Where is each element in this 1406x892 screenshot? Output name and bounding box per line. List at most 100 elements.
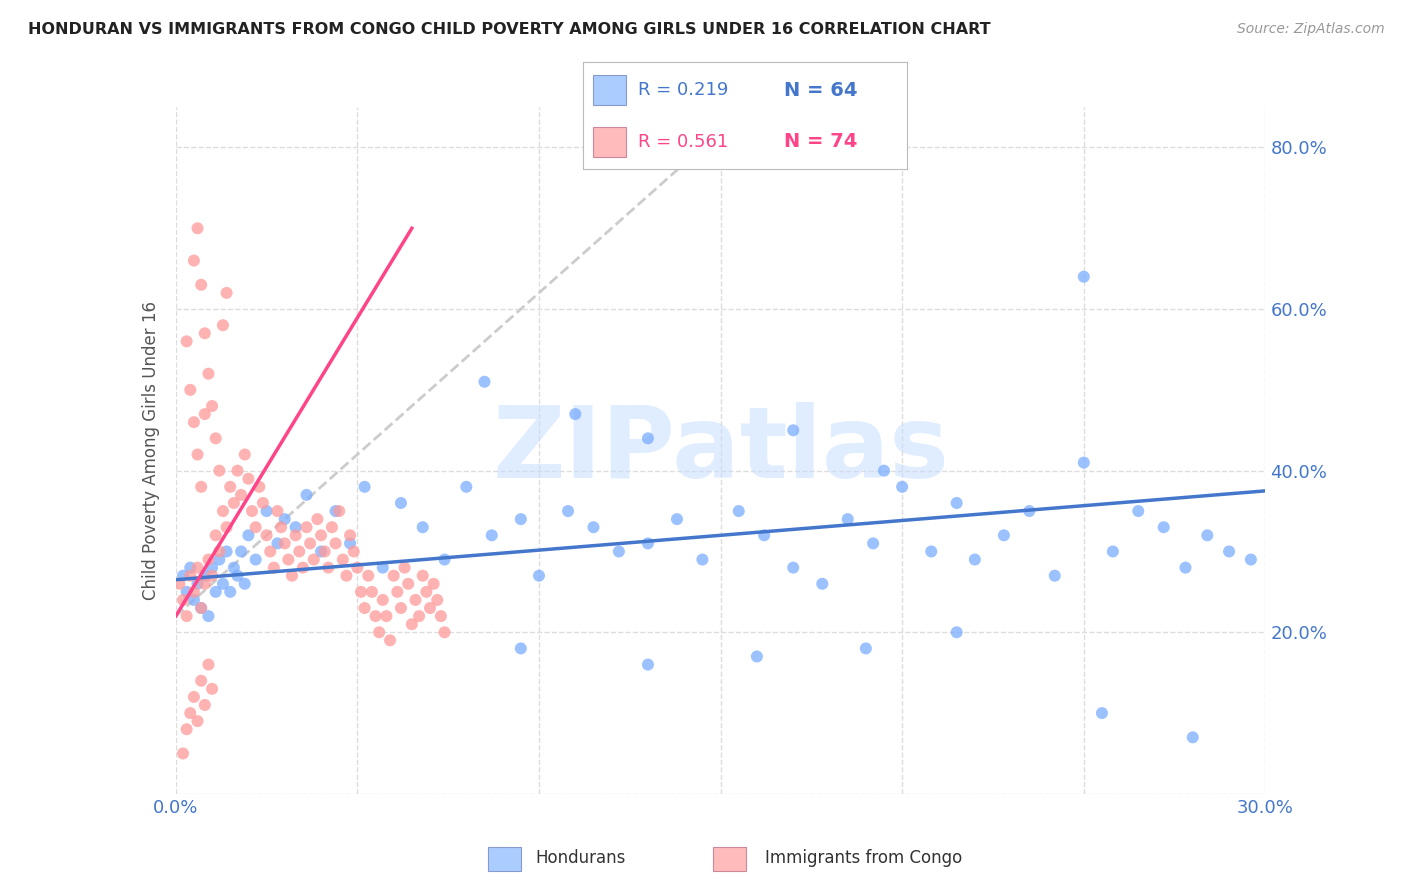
Point [637, 657, 659, 672]
Point [291, 560, 314, 574]
Point [343, 544, 366, 558]
Point [226, 568, 249, 582]
Point [433, 625, 456, 640]
Point [197, 657, 219, 672]
Point [186, 576, 209, 591]
Point [201, 681, 224, 696]
Point [426, 593, 449, 607]
Point [197, 552, 219, 566]
Point [607, 544, 630, 558]
Point [368, 625, 391, 640]
Point [873, 464, 896, 478]
Point [325, 536, 347, 550]
Point [204, 528, 226, 542]
Point [309, 528, 332, 542]
Point [252, 496, 274, 510]
Point [415, 585, 437, 599]
Point [212, 576, 235, 591]
Point [295, 520, 318, 534]
Point [176, 334, 198, 349]
Point [183, 690, 205, 704]
Point [371, 560, 394, 574]
Point [1073, 456, 1095, 470]
Point [1153, 520, 1175, 534]
Point [197, 609, 219, 624]
Point [256, 528, 278, 542]
Point [183, 585, 205, 599]
Point [222, 560, 245, 574]
Point [190, 480, 212, 494]
Point [754, 528, 776, 542]
Point [727, 504, 749, 518]
Point [197, 367, 219, 381]
Point [295, 488, 318, 502]
Point [208, 464, 231, 478]
Point [481, 528, 503, 542]
Point [1174, 560, 1197, 574]
Point [233, 576, 256, 591]
Point [321, 520, 343, 534]
Point [375, 609, 398, 624]
Point [201, 560, 224, 574]
Point [201, 568, 224, 582]
Point [920, 544, 942, 558]
Y-axis label: Child Poverty Among Girls Under 16: Child Poverty Among Girls Under 16 [142, 301, 160, 600]
Point [215, 285, 238, 300]
Point [190, 277, 212, 292]
Point [215, 544, 238, 558]
Point [179, 560, 201, 574]
Point [692, 552, 714, 566]
Point [382, 568, 405, 582]
Point [396, 576, 419, 591]
Text: HONDURAN VS IMMIGRANTS FROM CONGO CHILD POVERTY AMONG GIRLS UNDER 16 CORRELATION: HONDURAN VS IMMIGRANTS FROM CONGO CHILD … [28, 22, 991, 37]
Point [353, 480, 375, 494]
Point [208, 552, 231, 566]
Text: Source: ZipAtlas.com: Source: ZipAtlas.com [1237, 22, 1385, 37]
Point [782, 560, 804, 574]
Point [288, 544, 311, 558]
Text: R = 0.561: R = 0.561 [638, 133, 728, 151]
Point [270, 520, 292, 534]
Point [433, 552, 456, 566]
Point [183, 253, 205, 268]
Point [176, 723, 198, 737]
Point [412, 568, 434, 582]
Point [474, 375, 496, 389]
Point [240, 504, 263, 518]
Point [176, 585, 198, 599]
Point [284, 528, 307, 542]
Point [318, 560, 340, 574]
Point [302, 552, 325, 566]
Point [201, 399, 224, 413]
Point [307, 512, 329, 526]
Point [582, 520, 605, 534]
Point [837, 512, 859, 526]
Text: ZIPatlas: ZIPatlas [492, 402, 949, 499]
Point [1197, 528, 1219, 542]
Point [350, 585, 373, 599]
Point [231, 488, 253, 502]
Point [169, 576, 191, 591]
Point [557, 504, 579, 518]
Point [637, 536, 659, 550]
Point [1181, 731, 1204, 745]
Point [387, 585, 409, 599]
Point [245, 520, 267, 534]
Bar [713, 847, 747, 871]
Point [564, 407, 586, 421]
Point [527, 568, 550, 582]
Point [172, 747, 194, 761]
Point [346, 560, 368, 574]
Point [190, 673, 212, 688]
Point [281, 568, 304, 582]
Point [378, 633, 401, 648]
Point [1218, 544, 1240, 558]
Point [204, 585, 226, 599]
Point [299, 536, 322, 550]
Point [183, 415, 205, 429]
Point [176, 609, 198, 624]
Text: Immigrants from Congo: Immigrants from Congo [765, 849, 962, 867]
Point [212, 504, 235, 518]
Point [1102, 544, 1125, 558]
Point [353, 601, 375, 615]
